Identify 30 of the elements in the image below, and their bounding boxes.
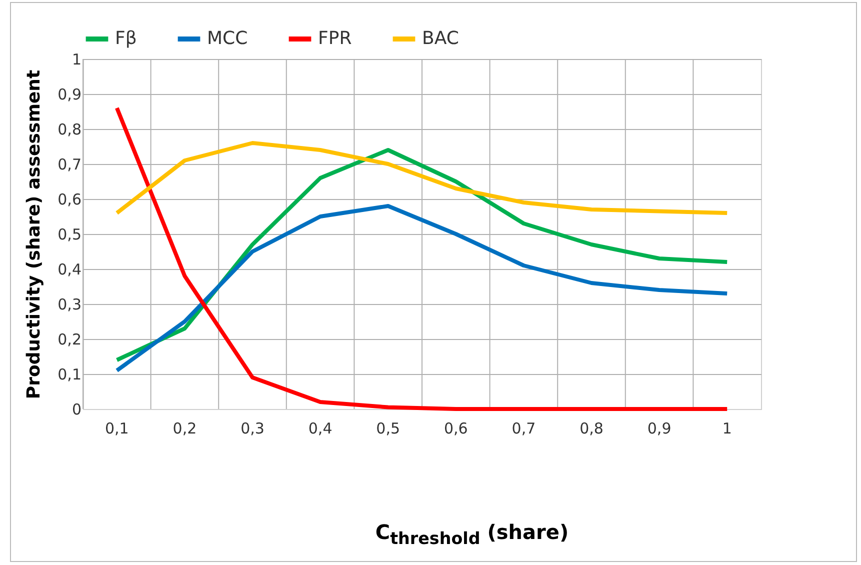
x-tick-label: 0,5: [376, 420, 400, 438]
x-tick-label: 0,3: [240, 420, 264, 438]
line-series: [114, 106, 730, 411]
x-tick-label: 0,4: [308, 420, 332, 438]
y-tick-label: 0,6: [58, 190, 82, 208]
y-tick-label: 0,3: [58, 296, 82, 314]
x-tick-label: 1: [722, 420, 732, 438]
x-tick-label: 0,8: [580, 420, 604, 438]
line-series: [114, 141, 730, 215]
y-tick-label: 0,1: [58, 366, 82, 384]
y-tick-label: 0,8: [58, 120, 82, 138]
line-series: [114, 204, 730, 372]
y-tick-label: 0,2: [58, 330, 82, 348]
y-tick-label: 1: [72, 50, 82, 68]
x-tick-label: 0,9: [647, 420, 672, 438]
legend-label: FPR: [318, 28, 352, 49]
x-tick-label: 0,1: [104, 420, 129, 438]
x-tick-label: 0,2: [172, 420, 197, 438]
x-tick-label: 0,6: [444, 420, 468, 438]
y-tick-label: 0: [72, 400, 82, 418]
legend-label: BAC: [422, 28, 459, 49]
x-tick-label: 0,7: [512, 420, 536, 438]
legend-label: MCC: [207, 28, 248, 49]
y-tick-label: 0,5: [58, 226, 82, 244]
legend-label: Fβ: [115, 28, 137, 49]
y-tick-label: 0,7: [58, 156, 82, 174]
y-axis-title: Productivity (share) assessment: [24, 70, 45, 400]
y-tick-label: 0,4: [58, 260, 82, 278]
x-axis-title: C$_{threshold}$ (share): [374, 520, 570, 548]
y-tick-label: 0,9: [58, 86, 82, 104]
